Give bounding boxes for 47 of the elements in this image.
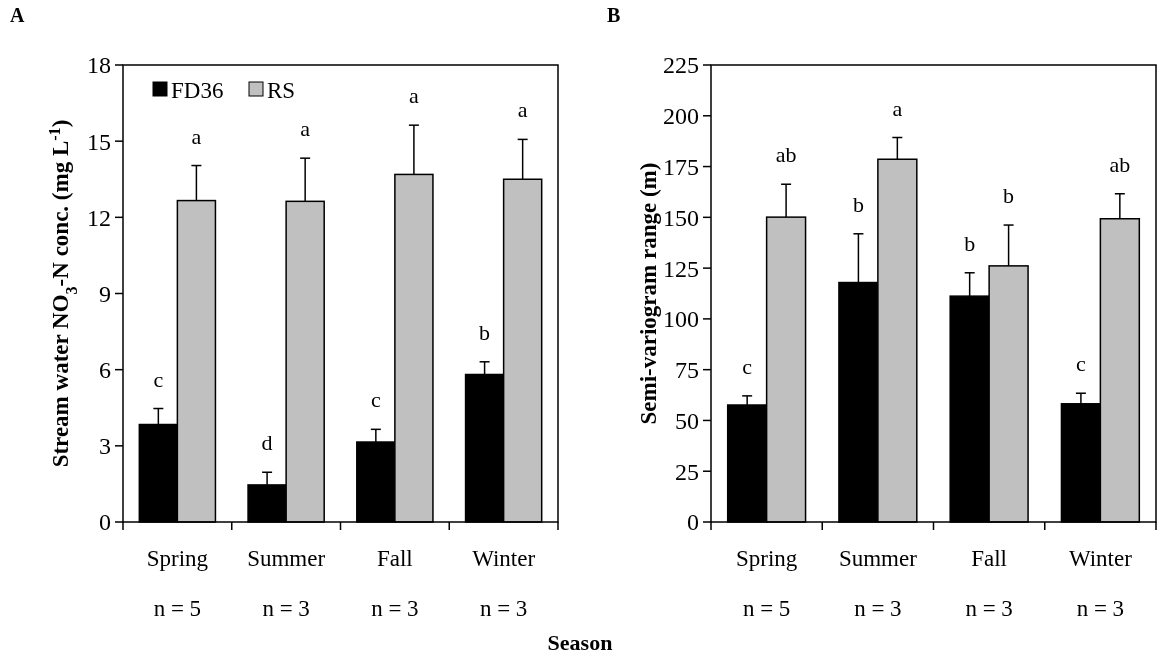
y-tick-label: 50 [675,407,699,434]
y-tick-label: 100 [663,306,699,333]
y-tick-label: 125 [663,255,699,282]
y-tick-label: 6 [99,357,111,384]
y-tick-label: 0 [99,509,111,536]
data-label: b [1003,183,1015,209]
x-tick-label: Winter n = 3 [1068,546,1133,621]
x-tick-label: Winter n = 3 [472,546,536,621]
data-label: c [370,387,381,413]
x-tick-label: Fall n = 3 [965,546,1013,621]
data-label: b [852,191,864,217]
x-tick-label: Summer n = 3 [247,546,326,621]
y-tick-label: 175 [663,153,699,180]
chart-title: B [607,4,621,26]
y-tick-label: 0 [687,509,699,536]
y-tick-label: 150 [663,204,699,231]
y-tick-label: 12 [87,204,111,231]
chart-title: A [10,4,25,26]
x-tick-label: Spring n = 5 [146,546,209,621]
y-tick-label: 3 [99,433,111,460]
data-label: c [742,353,753,379]
legend-label: RS [267,78,296,104]
data-label: d [261,430,273,456]
data-label: a [300,116,311,142]
y-tick-label: 200 [663,103,699,130]
x-tick-label: Spring n = 5 [735,546,798,621]
data-label: c [153,366,164,392]
y-tick-label: 25 [675,458,699,485]
data-label: a [517,97,528,123]
y-tick-label: 18 [87,52,111,79]
data-label: a [191,123,202,149]
data-label: ab [775,142,797,168]
y-tick-label: 225 [663,52,699,79]
y-axis-title: Semi-variogram range (m) [636,162,661,425]
y-tick-label: 75 [675,357,699,384]
data-label: ab [1109,151,1131,177]
x-axis-title: Season [547,630,613,655]
legend-label: FD36 [171,78,224,104]
y-tick-label: 15 [87,128,111,155]
data-label: c [1076,351,1087,377]
data-label: b [479,319,491,345]
x-tick-label: Fall n = 3 [371,546,419,621]
data-label: b [964,230,976,256]
y-tick-label: 9 [99,280,111,307]
data-label: a [409,83,420,109]
data-label: a [892,95,903,121]
x-tick-label: Summer n = 3 [838,546,918,621]
